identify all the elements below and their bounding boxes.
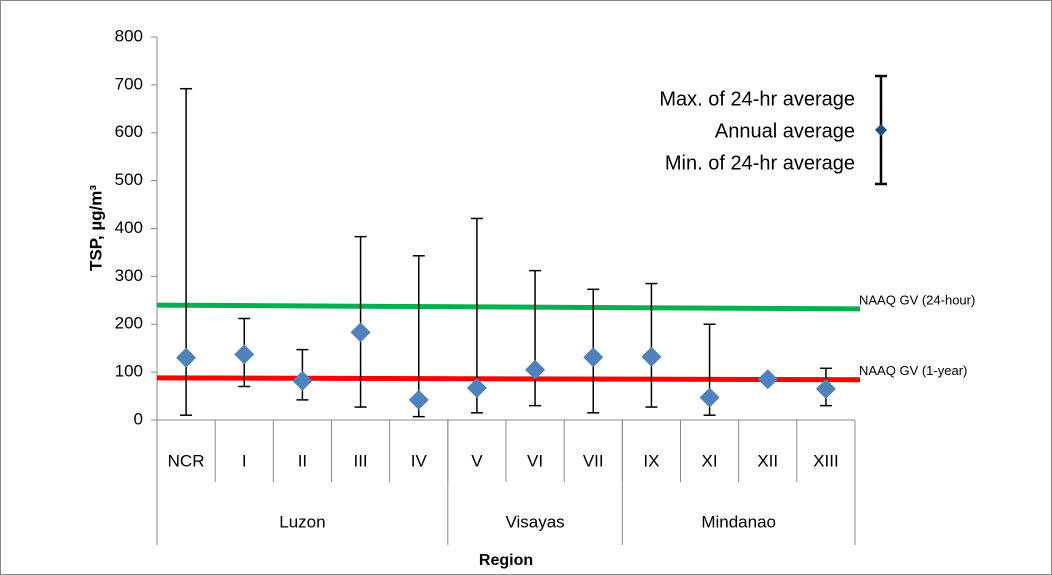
mean-point bbox=[350, 322, 371, 343]
reference-label: NAAQ GV (24-hour) bbox=[859, 292, 975, 307]
mean-point bbox=[641, 346, 662, 367]
mean-point bbox=[815, 378, 836, 399]
reference-line bbox=[156, 302, 861, 312]
y-tick-label: 100 bbox=[115, 362, 143, 381]
x-tick-label: VII bbox=[583, 451, 604, 470]
y-tick-label: 400 bbox=[115, 218, 143, 237]
group-label: Luzon bbox=[279, 512, 325, 531]
x-tick-label: XIII bbox=[813, 451, 839, 470]
x-tick-label: NCR bbox=[168, 451, 205, 470]
y-axis-label: TSP, µg/m³ bbox=[86, 185, 105, 271]
mean-point bbox=[408, 389, 429, 410]
x-tick-label: V bbox=[471, 451, 483, 470]
reference-line bbox=[156, 375, 861, 383]
x-axis-label: Region bbox=[479, 552, 533, 569]
y-tick-label: 200 bbox=[115, 314, 143, 333]
mean-point bbox=[176, 347, 197, 368]
y-tick-label: 700 bbox=[115, 74, 143, 93]
y-tick-label: 600 bbox=[115, 122, 143, 141]
mean-point bbox=[757, 369, 778, 390]
mean-point bbox=[699, 387, 720, 408]
y-tick-label: 300 bbox=[115, 266, 143, 285]
x-tick-label: VI bbox=[527, 451, 543, 470]
x-tick-label: II bbox=[298, 451, 307, 470]
y-tick-label: 500 bbox=[115, 170, 143, 189]
mean-point bbox=[234, 344, 255, 365]
mean-point bbox=[292, 370, 313, 391]
legend-label: Min. of 24-hr average bbox=[665, 152, 855, 174]
legend-label: Max. of 24-hr average bbox=[659, 88, 855, 110]
x-tick-label: III bbox=[353, 451, 367, 470]
x-tick-label: XII bbox=[757, 451, 778, 470]
x-tick-label: XI bbox=[702, 451, 718, 470]
group-label: Visayas bbox=[505, 512, 564, 531]
mean-point bbox=[466, 377, 487, 398]
x-tick-label: I bbox=[242, 451, 247, 470]
y-tick-label: 800 bbox=[115, 26, 143, 45]
mean-point bbox=[583, 347, 604, 368]
legend-marker bbox=[875, 124, 887, 136]
x-tick-label: IX bbox=[643, 451, 659, 470]
x-tick-label: IV bbox=[411, 451, 428, 470]
mean-point bbox=[525, 359, 546, 380]
reference-label: NAAQ GV (1-year) bbox=[859, 363, 967, 378]
legend-label: Annual average bbox=[715, 120, 855, 142]
group-label: Mindanao bbox=[701, 512, 776, 531]
y-tick-label: 0 bbox=[134, 409, 143, 428]
